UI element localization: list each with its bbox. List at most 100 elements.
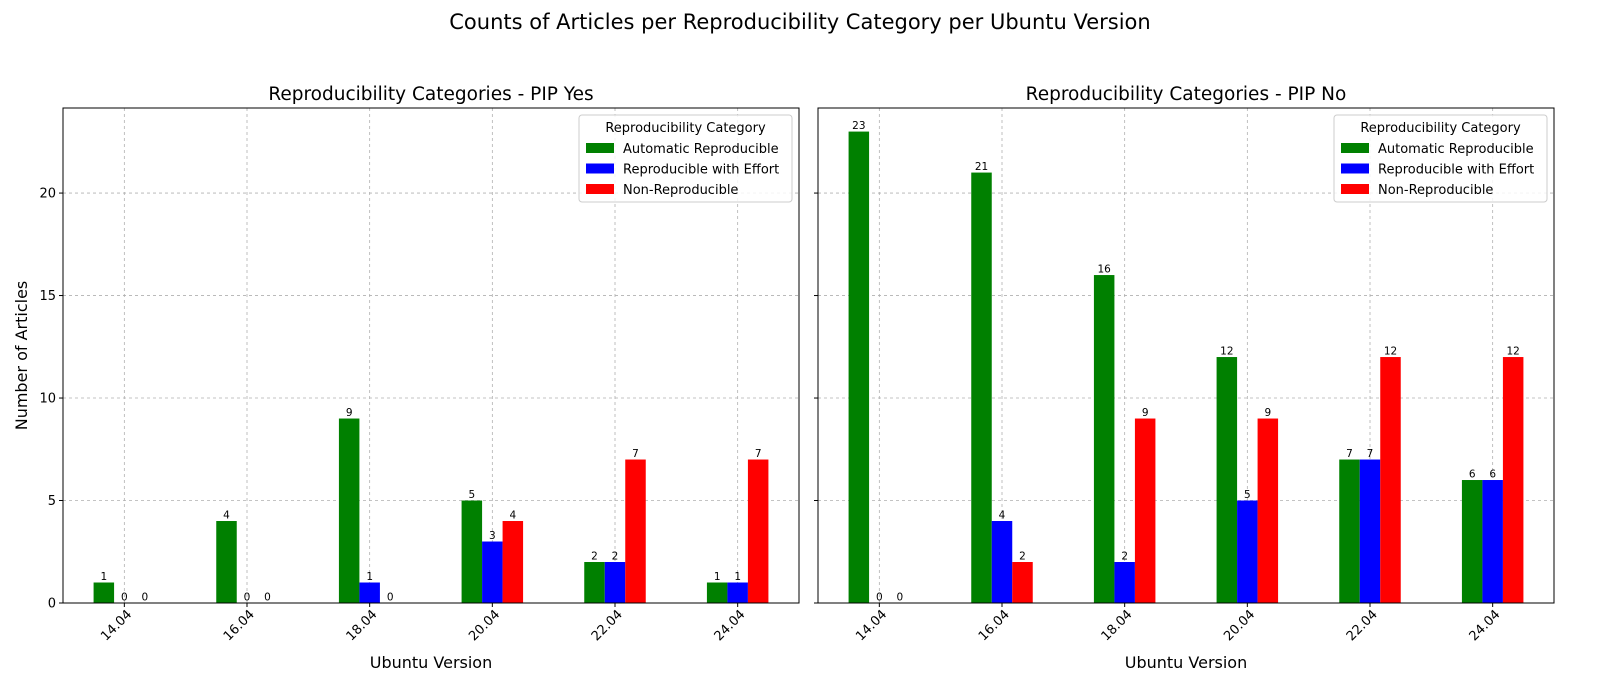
bar: [1339, 459, 1360, 603]
bar: [1216, 357, 1238, 603]
bar-value-label: 2: [1121, 551, 1128, 563]
bar-value-label: 0: [387, 592, 394, 604]
y-axis-label: Number of Articles: [12, 281, 31, 431]
figure-title: Counts of Articles per Reproducibility C…: [449, 10, 1150, 34]
x-tick-label: 24.04: [1467, 607, 1504, 644]
bar-value-label: 6: [1469, 469, 1476, 481]
y-tick-label: 0: [48, 597, 56, 612]
bar: [747, 459, 769, 603]
bar-value-label: 2: [1019, 551, 1026, 563]
bar-value-label: 4: [509, 510, 516, 522]
bar: [1502, 357, 1524, 603]
bar: [1257, 418, 1279, 603]
legend-swatch: [586, 143, 614, 153]
bar: [359, 582, 380, 603]
bar-value-label: 9: [1264, 407, 1271, 419]
bar-value-label: 0: [121, 592, 128, 604]
bar-value-label: 7: [755, 448, 762, 460]
bar: [1134, 418, 1156, 603]
chart-panel-2: 23 21 16 12 7 6 0 4 2 5 7 6 0 2 9 9 12 12 14.04 16.04 18.04 2…: [814, 84, 1555, 672]
bar-value-label: 12: [1506, 346, 1519, 358]
bar-value-label: 0: [141, 592, 148, 604]
x-tick-label: 22.04: [1344, 607, 1381, 644]
bar-value-label: 1: [100, 571, 107, 583]
bar-value-label: 5: [1244, 489, 1251, 501]
legend-swatch: [1341, 163, 1369, 174]
bar: [1482, 480, 1503, 603]
bar-value-label: 0: [896, 592, 903, 604]
legend: Reproducibility Category Automatic Reprod…: [1333, 114, 1548, 203]
bar: [1237, 500, 1258, 603]
legend-swatch: [586, 163, 614, 174]
bar: [625, 459, 646, 603]
y-tick-label: 10: [39, 392, 56, 407]
legend-box: [1333, 114, 1548, 203]
bar: [338, 418, 360, 603]
x-axis-label: Ubuntu Version: [1125, 653, 1247, 672]
y-tick-label: 20: [39, 187, 56, 202]
x-tick-label: 16.04: [221, 607, 258, 644]
bar: [727, 582, 748, 603]
bar: [706, 582, 728, 603]
bar: [584, 562, 605, 603]
bar-value-label: 7: [1346, 448, 1353, 460]
bar-value-label: 4: [999, 510, 1006, 522]
bar-value-label: 21: [975, 161, 988, 173]
panel-title: Reproducibility Categories - PIP No: [1026, 84, 1347, 105]
legend-entry-label: Reproducible with Effort: [623, 163, 779, 178]
y-tick-label: 5: [48, 494, 56, 509]
axes-frame: [817, 107, 1555, 604]
x-tick-label: 16.04: [976, 607, 1013, 644]
legend-entry-label: Non-Reproducible: [1378, 183, 1493, 198]
bar: [1012, 562, 1033, 603]
bar: [502, 521, 524, 603]
x-tick-label: 18.04: [344, 607, 381, 644]
bar-value-label: 7: [1367, 448, 1374, 460]
bar-value-label: 12: [1220, 346, 1233, 358]
bar-value-label: 1: [714, 571, 721, 583]
legend-swatch: [1341, 184, 1369, 194]
x-tick-label: 22.04: [589, 607, 626, 644]
legend-box: [578, 114, 793, 203]
x-tick-label: 24.04: [712, 607, 749, 644]
x-tick-label: 20.04: [466, 607, 503, 644]
bar: [1359, 459, 1381, 603]
bar-value-label: 1: [366, 571, 373, 583]
bar-value-label: 6: [1489, 469, 1496, 481]
bar-value-label: 3: [489, 530, 496, 542]
bar-value-label: 2: [591, 551, 598, 563]
bar: [93, 582, 115, 603]
bar-value-label: 4: [223, 510, 230, 522]
bar-value-label: 9: [346, 407, 353, 419]
bar: [1114, 562, 1135, 603]
bar: [848, 131, 870, 604]
bar: [461, 500, 483, 603]
legend-title: Reproducibility Category: [605, 121, 766, 136]
x-tick-label: 14.04: [853, 607, 890, 644]
y-tick-label: 15: [39, 289, 56, 304]
legend-entry-label: Automatic Reproducible: [1378, 142, 1534, 157]
legend-swatch: [586, 184, 614, 194]
bar-value-label: 0: [264, 592, 271, 604]
bar: [991, 521, 1013, 603]
bar-value-label: 23: [852, 120, 865, 132]
bar: [971, 172, 992, 603]
legend-entry-label: Automatic Reproducible: [623, 142, 779, 157]
legend-entry-label: Non-Reproducible: [623, 183, 738, 198]
bar: [604, 562, 626, 603]
bar-value-label: 0: [876, 592, 883, 604]
bar-value-label: 16: [1097, 264, 1111, 276]
legend-title: Reproducibility Category: [1360, 121, 1521, 136]
bar: [482, 541, 503, 603]
bar: [1461, 480, 1483, 603]
x-axis-label: Ubuntu Version: [370, 653, 492, 672]
x-tick-label: 18.04: [1099, 607, 1136, 644]
legend: Reproducibility Category Automatic Reprod…: [578, 114, 793, 203]
bar: [1093, 275, 1115, 603]
legend-swatch: [1341, 143, 1369, 153]
bar-value-label: 0: [244, 592, 251, 604]
bar-value-label: 2: [612, 551, 619, 563]
axes-frame: [62, 107, 800, 604]
bar-value-label: 9: [1142, 407, 1149, 419]
legend-entry-label: Reproducible with Effort: [1378, 163, 1534, 178]
